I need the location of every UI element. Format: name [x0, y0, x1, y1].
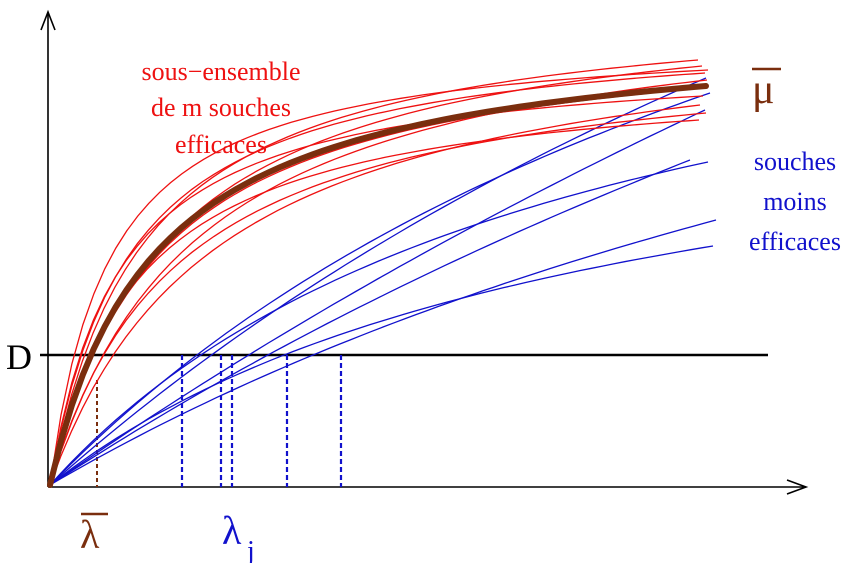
- red-curve-10: [49, 69, 709, 486]
- blue-curve-7: [49, 109, 706, 486]
- lambda-j-label: λ j: [222, 508, 255, 567]
- red-curve-4: [49, 79, 708, 486]
- blue-label-line-2: moins: [763, 187, 827, 216]
- blue-curve-5: [49, 245, 714, 486]
- mean-curve: [47, 83, 709, 488]
- red-curve-7: [49, 104, 701, 486]
- y-axis-arrow: [40, 9, 56, 31]
- red-label-line-2: de m souches: [151, 93, 291, 122]
- red-curve-3: [49, 72, 706, 486]
- blue-group-label: souches moins efficaces: [749, 147, 841, 256]
- blue-label-line-3: efficaces: [749, 227, 841, 256]
- lambda-j-subscript: j: [246, 536, 255, 563]
- blue-curves: [49, 77, 717, 486]
- red-curve-9: [49, 119, 700, 486]
- red-curve-5: [49, 87, 705, 486]
- red-curve-2: [49, 65, 703, 486]
- mu-symbol: μ: [752, 67, 775, 113]
- red-curves: [49, 59, 709, 486]
- threshold-label: D: [6, 337, 32, 377]
- blue-curve-3: [49, 161, 709, 486]
- axes: [40, 9, 809, 495]
- red-label-line-1: sous−ensemble: [141, 57, 300, 86]
- mu-bar-label: μ: [752, 67, 781, 113]
- blue-intersection-drops: [180, 355, 343, 487]
- lambda-bar-symbol: λ: [80, 512, 100, 557]
- blue-curve-2: [49, 92, 711, 486]
- red-group-label: sous−ensemble de m souches efficaces: [141, 57, 300, 159]
- red-curve-6: [49, 95, 704, 486]
- x-axis-arrow: [786, 479, 809, 495]
- red-label-line-3: efficaces: [175, 130, 267, 159]
- lambda-j-symbol: λ: [222, 508, 242, 553]
- lambda-bar-label: λ: [80, 512, 108, 557]
- blue-curve-4: [49, 219, 717, 486]
- blue-label-line-1: souches: [754, 147, 836, 176]
- blue-curve-6: [49, 159, 691, 486]
- red-curve-1: [49, 59, 699, 486]
- red-curve-8: [49, 112, 707, 486]
